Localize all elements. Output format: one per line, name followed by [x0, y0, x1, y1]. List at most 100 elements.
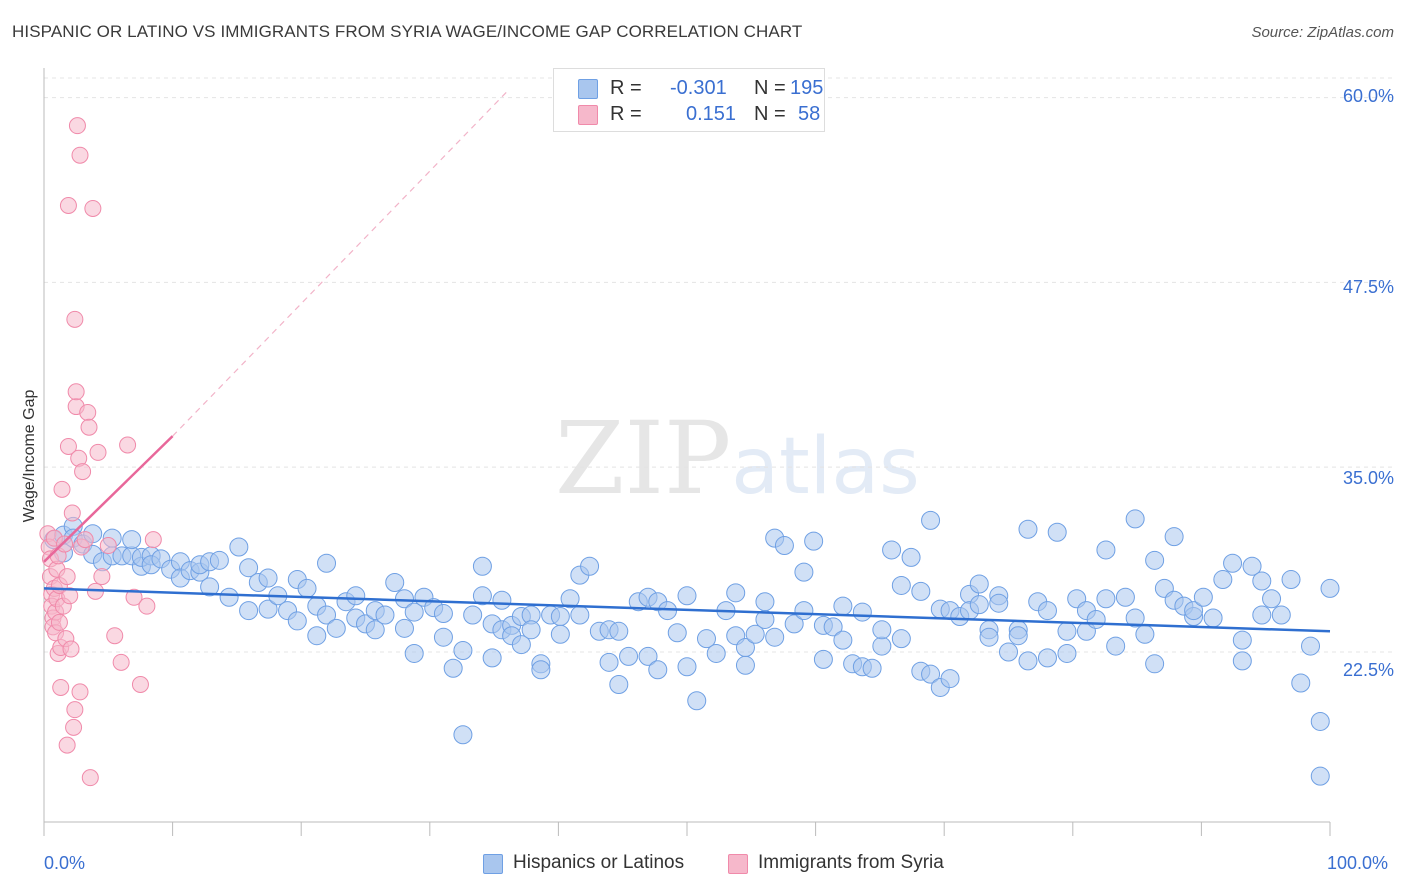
data-point-hispanic [726, 583, 746, 603]
data-point-hispanic [482, 648, 502, 668]
data-point-hispanic [453, 641, 473, 661]
data-point-hispanic [1232, 651, 1252, 671]
data-point-hispanic [239, 601, 259, 621]
data-point-hispanic [921, 510, 941, 530]
data-point-hispanic [609, 675, 629, 695]
x-tick-label-left: 0.0% [44, 853, 86, 873]
data-point-syria [144, 531, 162, 549]
data-point-hispanic [784, 614, 804, 634]
data-point-syria [119, 436, 137, 454]
data-point-syria [58, 736, 76, 754]
data-point-hispanic [1125, 608, 1145, 628]
data-point-hispanic [823, 617, 843, 637]
trendline-syria-extension [172, 91, 508, 437]
data-point-hispanic [1213, 570, 1233, 590]
y-tick-label-60: 60.0% [1342, 86, 1394, 106]
data-point-hispanic [677, 586, 697, 606]
data-point-hispanic [580, 556, 600, 576]
data-point-hispanic [307, 626, 327, 646]
data-point-hispanic [1008, 626, 1028, 646]
data-point-hispanic [1018, 651, 1038, 671]
data-point-hispanic [1096, 540, 1116, 560]
bottom-legend-label-syria: Immigrants from Syria [758, 852, 944, 873]
data-point-syria [56, 535, 74, 553]
data-point-hispanic [1086, 609, 1106, 629]
data-point-hispanic [921, 664, 941, 684]
data-point-hispanic [463, 605, 483, 625]
data-point-hispanic [765, 627, 785, 647]
data-point-hispanic [852, 602, 872, 622]
legend-n-value-syria: 58 [798, 103, 821, 125]
data-point-hispanic [677, 657, 697, 677]
data-point-hispanic [735, 655, 755, 675]
data-point-hispanic [1106, 636, 1126, 656]
data-point-hispanic [229, 537, 249, 557]
data-point-hispanic [1320, 578, 1340, 598]
data-point-hispanic [258, 568, 278, 588]
data-point-hispanic [1145, 550, 1165, 570]
data-point-hispanic [317, 553, 337, 573]
data-point-hispanic [696, 629, 716, 649]
data-point-hispanic [521, 620, 541, 640]
data-point-hispanic [560, 589, 580, 609]
data-point-syria [81, 769, 99, 787]
data-point-hispanic [394, 618, 414, 638]
legend-r-label: R = [610, 103, 642, 125]
data-point-hispanic [706, 643, 726, 663]
data-point-syria [59, 196, 77, 214]
data-point-hispanic [648, 660, 668, 680]
data-point-hispanic [404, 643, 424, 663]
data-point-hispanic [1037, 648, 1057, 668]
data-point-hispanic [940, 669, 960, 689]
data-point-hispanic [1057, 621, 1077, 641]
data-point-hispanic [609, 621, 629, 641]
y-tick-label-22-5: 22.5% [1342, 660, 1394, 680]
data-point-hispanic [989, 593, 1009, 613]
data-point-hispanic [1096, 589, 1116, 609]
data-point-hispanic [1281, 570, 1301, 590]
data-point-hispanic [901, 547, 921, 567]
data-point-hispanic [1057, 643, 1077, 663]
data-point-hispanic [1047, 522, 1067, 542]
data-point-hispanic [1252, 605, 1272, 625]
trendline-syria [43, 435, 174, 563]
data-point-hispanic [472, 556, 492, 576]
data-point-hispanic [1018, 519, 1038, 539]
data-point-hispanic [1193, 587, 1213, 607]
data-point-hispanic [862, 658, 882, 678]
data-point-hispanic [833, 630, 853, 650]
data-point-syria [138, 597, 156, 615]
y-tick-label-47-5: 47.5% [1342, 277, 1394, 297]
legend-n-value-hispanic: 195 [790, 77, 824, 99]
data-point-hispanic [550, 606, 570, 626]
bottom-legend-label-hispanic: Hispanics or Latinos [513, 852, 685, 873]
data-point-syria [99, 537, 117, 555]
data-point-hispanic [1291, 673, 1311, 693]
data-point-hispanic [969, 595, 989, 615]
data-point-syria [74, 463, 92, 481]
watermark-zip: ZIP [555, 400, 732, 517]
data-point-syria [53, 480, 71, 498]
data-point-hispanic [1223, 553, 1243, 573]
data-point-hispanic [531, 660, 551, 680]
data-point-hispanic [794, 562, 814, 582]
data-point-hispanic [891, 629, 911, 649]
data-point-hispanic [774, 536, 794, 556]
data-point-hispanic [317, 605, 337, 625]
data-point-hispanic [687, 691, 707, 711]
data-point-syria [61, 587, 79, 605]
data-point-hispanic [122, 530, 142, 550]
data-point-hispanic [219, 587, 239, 607]
data-point-hispanic [375, 605, 395, 625]
data-point-syria [65, 718, 83, 736]
data-point-hispanic [258, 599, 278, 619]
data-point-hispanic [433, 627, 453, 647]
data-point-hispanic [453, 725, 473, 745]
legend: R = -0.301 N = 195 R = 0.151 N = 58 [553, 68, 825, 132]
data-point-hispanic [550, 624, 570, 644]
watermark: ZIPatlas [555, 400, 920, 517]
legend-r-value-syria: 0.151 [686, 103, 737, 125]
data-point-hispanic [1232, 630, 1252, 650]
data-point-hispanic [833, 596, 853, 616]
